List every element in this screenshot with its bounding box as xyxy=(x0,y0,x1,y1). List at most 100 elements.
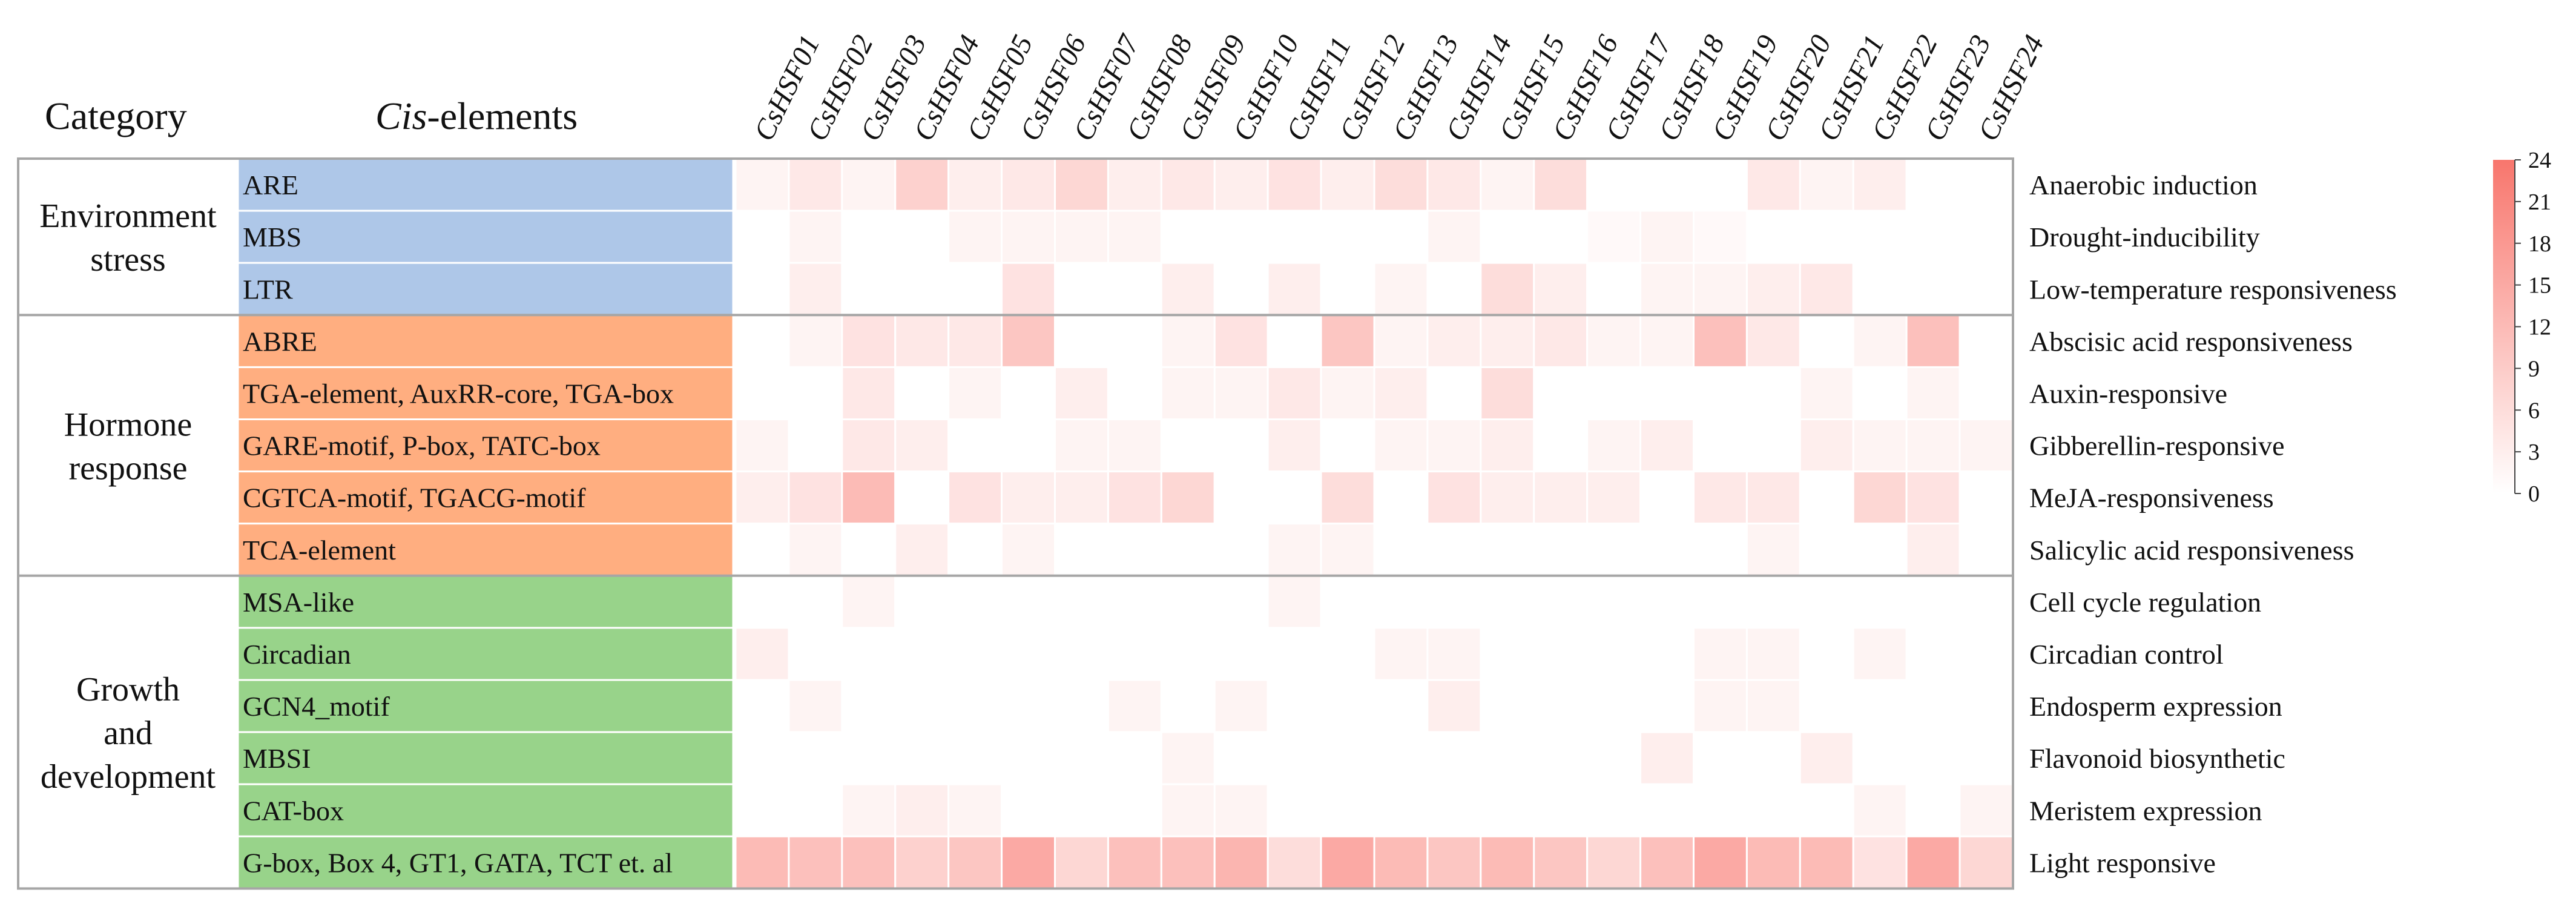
heatmap-cell xyxy=(1320,783,1375,837)
heatmap-cell xyxy=(1001,314,1056,368)
heatmap-cell xyxy=(1480,523,1535,577)
heatmap-cell xyxy=(1693,262,1748,316)
heatmap-cell xyxy=(1320,679,1375,733)
heatmap-cell xyxy=(1373,210,1429,264)
heatmap-cell xyxy=(1213,418,1269,473)
heatmap-cell xyxy=(1799,262,1854,316)
heatmap-cell xyxy=(1693,366,1748,421)
heatmap-cell xyxy=(947,575,1003,629)
heatmap-cell xyxy=(1852,835,1908,889)
heatmap-cell xyxy=(1054,627,1109,681)
heatmap-cell xyxy=(1745,627,1801,681)
heatmap-cell xyxy=(788,627,843,681)
function-label: Low-temperature responsiveness xyxy=(2029,274,2397,305)
heatmap-cell xyxy=(1001,157,1056,212)
heatmap-cell xyxy=(1373,575,1429,629)
heatmap-cell xyxy=(1267,262,1322,316)
heatmap-cell xyxy=(1639,731,1695,785)
heatmap-cell xyxy=(1001,210,1056,264)
heatmap-cell xyxy=(1213,262,1269,316)
heatmap-cell xyxy=(1267,731,1322,785)
heatmap-cell xyxy=(1533,470,1589,525)
heatmap-cell xyxy=(1054,731,1109,785)
element-label: ARE xyxy=(243,170,298,200)
heatmap-cell xyxy=(1426,835,1482,889)
heatmap-cell xyxy=(841,262,897,316)
element-label: TCA-element xyxy=(243,535,396,566)
heatmap-cell xyxy=(1054,418,1109,473)
heatmap-cell xyxy=(1213,366,1269,421)
heatmap-cell xyxy=(1533,783,1589,837)
heatmap-cell xyxy=(1160,314,1216,368)
heatmap-cell xyxy=(894,262,950,316)
heatmap-cell xyxy=(1160,470,1216,525)
heatmap-cell xyxy=(1373,470,1429,525)
heatmap-cell xyxy=(1320,418,1375,473)
heatmap-cell xyxy=(788,262,843,316)
heatmap-cell xyxy=(1533,210,1589,264)
function-label: MeJA-responsiveness xyxy=(2029,483,2274,513)
category-label: stress xyxy=(90,241,165,279)
heatmap-cell xyxy=(1320,523,1375,577)
element-label: GCN4_motif xyxy=(243,691,390,722)
element-label: CAT-box xyxy=(243,795,344,826)
heatmap-cell xyxy=(1267,627,1322,681)
heatmap-cell xyxy=(1320,210,1375,264)
heatmap-cell xyxy=(947,783,1003,837)
heatmap-cell xyxy=(1160,157,1216,212)
heatmap-cell xyxy=(1852,627,1908,681)
heatmap-cell xyxy=(1320,470,1375,525)
element-label-cell xyxy=(237,731,734,785)
heatmap-cell xyxy=(1639,210,1695,264)
heatmap-cell xyxy=(1001,835,1056,889)
heatmap-cell xyxy=(1107,157,1162,212)
heatmap-cell xyxy=(1480,731,1535,785)
heatmap-cell xyxy=(1639,835,1695,889)
heatmap-cell xyxy=(1905,210,1961,264)
heatmap-cell xyxy=(734,679,790,733)
heatmap-cell xyxy=(1054,314,1109,368)
element-label: Circadian xyxy=(243,639,351,670)
heatmap-cell xyxy=(1799,314,1854,368)
heatmap-cell xyxy=(894,523,950,577)
chart-frame xyxy=(17,157,2014,890)
heatmap-cell xyxy=(1267,210,1322,264)
colorbar-tick-label: 18 xyxy=(2528,231,2551,257)
heatmap-cell xyxy=(1160,210,1216,264)
heatmap-cell xyxy=(1426,575,1482,629)
heatmap-cell xyxy=(1213,575,1269,629)
heatmap-cell xyxy=(1267,835,1322,889)
function-label: Auxin-responsive xyxy=(2029,378,2227,409)
heatmap-cell xyxy=(947,470,1003,525)
colorbar-tick-label: 0 xyxy=(2528,481,2540,507)
heatmap-cell xyxy=(1745,366,1801,421)
heatmap-cell xyxy=(1693,835,1748,889)
heatmap-cell xyxy=(1745,157,1801,212)
heatmap-cell xyxy=(1213,783,1269,837)
heatmap-cell xyxy=(1213,210,1269,264)
heatmap-cell xyxy=(1639,418,1695,473)
heatmap-cell xyxy=(1533,366,1589,421)
heatmap-cell xyxy=(947,314,1003,368)
heatmap-cell xyxy=(788,157,843,212)
heatmap-cell xyxy=(1054,783,1109,837)
heatmap-cell xyxy=(1267,366,1322,421)
heatmap-cell xyxy=(947,157,1003,212)
heatmap-cell xyxy=(1480,418,1535,473)
heatmap-cell xyxy=(1905,157,1961,212)
heatmap-cell xyxy=(1426,523,1482,577)
colorbar-tick-label: 15 xyxy=(2528,273,2551,299)
heatmap-cell xyxy=(1533,314,1589,368)
heatmap-cell xyxy=(1267,418,1322,473)
heatmap-cell xyxy=(947,523,1003,577)
heatmap-cell xyxy=(1107,835,1162,889)
heatmap-cell xyxy=(1958,523,2014,577)
heatmap-cell xyxy=(1480,627,1535,681)
heatmap-cell xyxy=(1320,366,1375,421)
heatmap-cell xyxy=(1267,157,1322,212)
heatmap-cell xyxy=(1267,783,1322,837)
heatmap-cell xyxy=(1054,523,1109,577)
heatmap-cell xyxy=(1639,783,1695,837)
